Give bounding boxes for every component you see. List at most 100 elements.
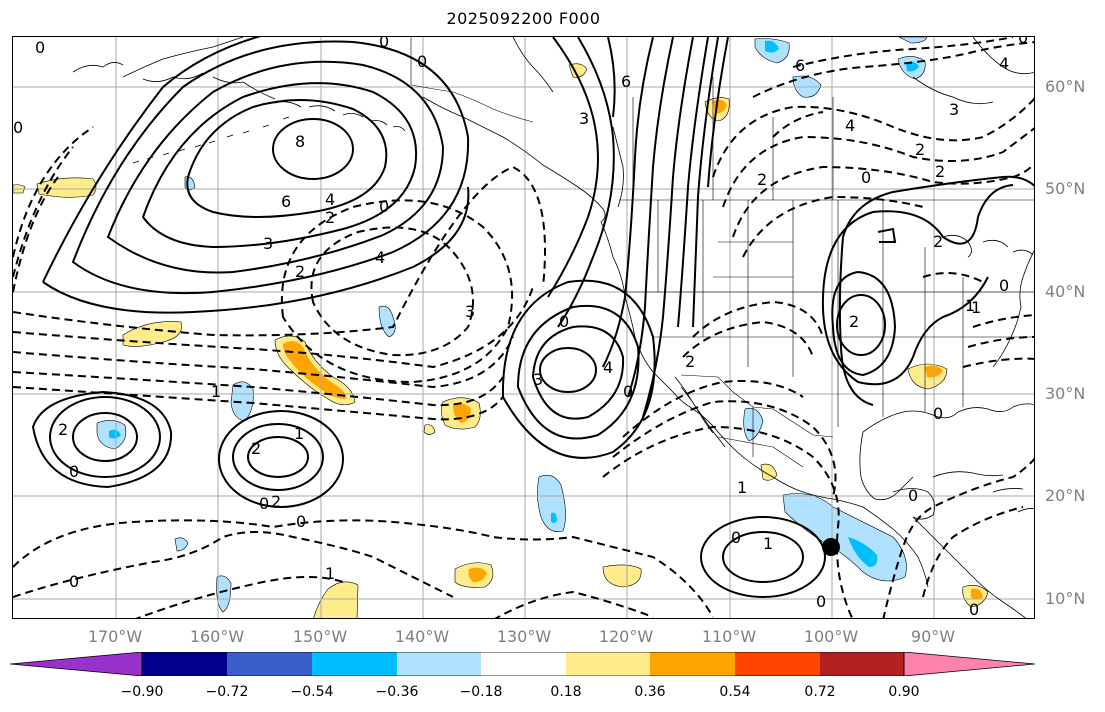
ridge-contour: [677, 37, 709, 328]
contour-label: 2: [58, 420, 68, 439]
shade-blue: [765, 40, 779, 53]
contour-label: 2: [295, 262, 305, 281]
contour-low-ne-pacific: [13, 371, 504, 407]
contour-low-caribbean: [922, 506, 1024, 598]
colorbar-segment: [312, 652, 397, 676]
alaska-coast: [72, 37, 276, 100]
lon-label-160w: 160°W: [189, 627, 245, 646]
contour-label: 2: [935, 162, 945, 181]
ridge-contour: [557, 37, 615, 328]
lon-label-110w: 110°W: [701, 627, 757, 646]
colorbar-tick-label: −0.54: [290, 684, 334, 700]
lon-label-100w: 100°W: [803, 627, 859, 646]
colorbar-tick-label: 0.36: [634, 684, 666, 700]
contour-low-canada: [742, 195, 924, 258]
lon-label-150w: 150°W: [292, 627, 348, 646]
contour-label: 0: [559, 312, 569, 331]
contour-label: 0: [933, 404, 943, 423]
contour-low-canada: [792, 37, 1014, 68]
contour-high-pacific-c: [232, 423, 324, 491]
contour-label: 0: [296, 512, 306, 531]
colorbar-tick-label: 0.72: [804, 684, 836, 700]
colorbar-segment: [735, 652, 820, 676]
contour-high-aleutian: [42, 37, 470, 314]
shade-yellow: [423, 424, 436, 435]
colorbar-segment: [481, 652, 566, 676]
contour-high-tropics: [722, 531, 804, 583]
contour-low-pacific-south: [13, 531, 454, 598]
contour-label: 1: [763, 534, 773, 553]
contour-high-offshore: [531, 325, 625, 420]
dashed-contours: [13, 37, 1034, 618]
gridlines: [13, 37, 1034, 618]
great-lakes: [942, 234, 1034, 258]
contour-label: 0: [69, 462, 79, 481]
contour-label: 0: [417, 52, 427, 71]
contour-high-central-us: [836, 294, 886, 356]
contour-low-pacific-south: [135, 576, 344, 618]
contour-high-central-us: [821, 184, 1014, 386]
contour-low-pacific-south: [494, 590, 654, 618]
shade-lightblue: [174, 537, 189, 552]
contour-low-east: [962, 314, 1034, 368]
contour-label: 0: [379, 197, 389, 216]
colorbar-segment: [650, 652, 735, 676]
contour-low-ne-pacific: [13, 165, 546, 337]
contour-label: 3: [533, 370, 543, 389]
contour-label: 4: [603, 358, 613, 377]
shade-lightblue: [378, 305, 396, 338]
contour-label: 0: [1018, 37, 1028, 47]
contour-label: 2: [933, 232, 943, 251]
shade-lightblue: [782, 493, 907, 582]
contour-label: 8: [295, 132, 305, 151]
contour-label: 1: [965, 296, 975, 315]
ridge-contour: [547, 37, 599, 298]
contour-low-mexico: [692, 300, 824, 338]
contour-low-caribbean: [882, 457, 1034, 618]
contour-label: 3: [579, 109, 589, 128]
contour-low-east: [922, 272, 984, 283]
colorbar: [9, 651, 1036, 680]
shade-lightblue: [898, 37, 928, 44]
contour-high-aleutian: [272, 118, 354, 180]
colorbar-tick-label: −0.18: [459, 684, 503, 700]
contour-label: 1: [737, 478, 747, 497]
shade-blue: [848, 537, 878, 567]
contour-label: 2: [685, 352, 695, 371]
lon-label-170w: 170°W: [87, 627, 143, 646]
ridge-contour: [707, 37, 729, 188]
contour-label: 4: [325, 190, 335, 209]
map-title: 2025092200 F000: [446, 9, 601, 28]
mexico-states: [717, 407, 804, 468]
colorbar-tick-label: −0.72: [205, 684, 249, 700]
contour-low-ne-pacific: [13, 336, 514, 389]
caribbean-islands: [932, 471, 1034, 513]
colorbar-segment: [820, 652, 904, 676]
ridge-contour: [607, 37, 616, 118]
contour-label: 0: [379, 37, 389, 51]
contour-label: 0: [908, 486, 918, 505]
colorbar-tick-label: 0.90: [888, 684, 920, 700]
lat-label-60n: 60°N: [1045, 77, 1086, 96]
colorbar-extend-left: [9, 651, 143, 677]
canada-coast: [512, 37, 626, 298]
shade-yellow: [313, 581, 359, 618]
shade-lightblue: [230, 381, 254, 422]
shade-orange: [971, 588, 983, 600]
ridge-contour: [627, 37, 674, 398]
contour-label: 3: [263, 234, 273, 253]
contour-high-pacific-c: [218, 410, 344, 508]
contour-low-canada: [712, 97, 1034, 178]
contour-high-pacific-w: [49, 396, 161, 478]
weather-map: 0 0 8 6 4 3 2 2 0 0 4 3 0 6 6 3 2 4 2 0 …: [12, 36, 1035, 619]
contour-label: 2: [915, 140, 925, 159]
contour-label: 0: [259, 494, 269, 513]
contour-labels: 0 0 8 6 4 3 2 2 0 0 4 3 0 6 6 3 2 4 2 0 …: [13, 37, 1028, 618]
contour-low-pacific-south: [13, 519, 714, 618]
colorbar-tick-label: 0.18: [550, 684, 582, 700]
contour-label: 0: [35, 38, 45, 57]
contour-label: 0: [623, 382, 633, 401]
contour-label: 0: [861, 168, 871, 187]
contour-label: 0: [69, 572, 79, 591]
colorbar-segment: [142, 652, 227, 676]
